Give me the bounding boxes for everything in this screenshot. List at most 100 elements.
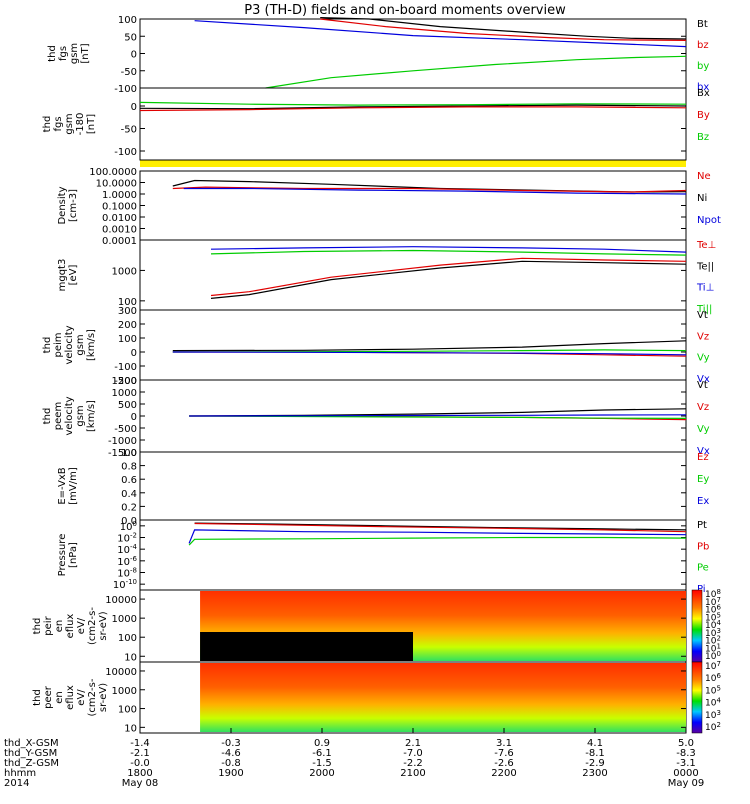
y-axis-label-line: gsm xyxy=(75,334,86,355)
y-tick-label: 1000 xyxy=(112,614,137,625)
y-axis-label-line: thd xyxy=(32,689,43,706)
x-tick-label: -7.0 xyxy=(403,748,423,759)
y-axis-label-line: en xyxy=(54,691,65,704)
y-tick-label: 0 xyxy=(131,412,137,423)
y-tick-label: 1.0000 xyxy=(102,190,137,201)
y-tick-label: -100 xyxy=(114,147,137,158)
x-tick-label: 2100 xyxy=(400,768,425,779)
legend-entry: Ti⊥ xyxy=(696,283,714,294)
series-line-Bt xyxy=(320,17,687,40)
y-axis-label-line: velocity xyxy=(64,396,75,435)
series-line-Pi xyxy=(188,529,687,544)
y-tick-label: 10.0000 xyxy=(96,179,137,190)
panel-peir_spectrogram: 1081071061051041031021011001000010001001… xyxy=(32,588,721,663)
y-axis-label-line: [nPa] xyxy=(68,542,79,568)
x-tick-label: -6.1 xyxy=(312,748,332,759)
y-tick-label: 100 xyxy=(118,297,137,308)
panel-efield: 1.0 0.8 0.6 0.4 0.2 0.0 E=-VxB [mV/m] Ez Ey Ex xyxy=(57,448,709,527)
legend-entry: Vt xyxy=(697,310,708,321)
legend-entry: Pi xyxy=(697,584,706,595)
plot-title: P3 (TH-D) fields and on-board moments ov… xyxy=(244,3,566,18)
x-tick-label: -2.9 xyxy=(585,758,605,769)
y-tick-label: 0 xyxy=(131,50,137,61)
series-line-Pb xyxy=(194,522,687,533)
series-line-green xyxy=(139,101,687,106)
y-tick-label: -500 xyxy=(114,424,137,435)
series-line-bx xyxy=(194,20,687,48)
y-tick-label: 500 xyxy=(118,400,137,411)
legend-entry: Ex xyxy=(697,496,709,507)
x-tick-label: -0.8 xyxy=(221,758,241,769)
colorbar-tick: 102 xyxy=(705,721,721,733)
panel-fgs_gse: 0 -50 -100 thd fgs gsm -180 [nT] Bx By Bz xyxy=(42,87,710,161)
series-line-bz xyxy=(320,18,687,41)
x-tick-label: -1.4 xyxy=(130,738,150,749)
y-tick-label: 100 xyxy=(118,15,137,26)
y-tick-label: -200 xyxy=(114,376,137,387)
y-axis-label-line: [km/s] xyxy=(86,400,97,432)
y-axis-label-line: [mV/m] xyxy=(68,467,79,505)
y-tick-label: 0 xyxy=(131,348,137,359)
y-axis-label-line: gsm xyxy=(75,405,86,426)
y-tick-label: 1000 xyxy=(112,266,137,277)
legend-entry: Vz xyxy=(697,331,709,342)
colorbar-tick: 106 xyxy=(705,672,721,684)
series-line-Te⊥ xyxy=(210,257,687,297)
y-axis-label-line: en xyxy=(54,620,65,633)
series-line-Pe xyxy=(188,536,687,546)
y-tick-label: 0 xyxy=(131,102,137,113)
y-axis-label-line: sr-eV) xyxy=(98,611,109,640)
y-axis-label-line: mgqt3 xyxy=(57,259,68,292)
y-axis-label-line: gsm xyxy=(69,43,80,64)
colorbar xyxy=(691,589,703,663)
y-tick-label: -50 xyxy=(121,125,137,136)
y-axis-label-line: [nT] xyxy=(80,43,91,63)
x-tick-label: 0000 xyxy=(673,768,698,779)
y-axis-label-line: E=-VxB xyxy=(57,467,68,504)
x-tick-label: -1.5 xyxy=(312,758,332,769)
y-axis-label-line: eV/ xyxy=(76,617,87,634)
y-axis-label-line: [km/s] xyxy=(86,329,97,361)
x-tick-label: 0.9 xyxy=(314,738,330,749)
x-tick-label: -3.1 xyxy=(676,758,696,769)
series-line-black xyxy=(139,104,687,110)
y-tick-label: -100 xyxy=(114,362,137,373)
legend-entry: Ne xyxy=(697,171,711,182)
colorbar xyxy=(691,661,703,734)
y-tick-label: 0.0010 xyxy=(102,225,137,236)
colorbar-tick: 107 xyxy=(705,660,721,672)
y-tick-label: 300 xyxy=(118,306,137,317)
series-line-Te|| xyxy=(210,260,687,299)
legend-entry: Vx xyxy=(697,374,710,385)
legend-entry: Ez xyxy=(697,452,709,463)
time-row-label: thd_Y-GSM xyxy=(4,748,57,759)
y-tick-label: 50 xyxy=(124,32,137,43)
legend-entry: Te|| xyxy=(696,261,714,272)
y-tick-label: 1.0 xyxy=(121,448,137,459)
series-line-Ne xyxy=(172,186,687,193)
legend-entry: Vy xyxy=(697,424,710,435)
legend-entry: Ti|| xyxy=(696,304,712,315)
colorbar-tick: 105 xyxy=(705,684,721,696)
x-tick-label: -4.6 xyxy=(221,748,241,759)
legend-entry: Ni xyxy=(697,193,707,204)
y-axis-label-line: sr-eV) xyxy=(98,683,109,712)
series-line-Pt xyxy=(194,522,687,531)
legend-entry: bx xyxy=(697,82,709,93)
time-axis-group: thd_X-GSMthd_Y-GSMthd_Z-GSMhhmm2014-1.4-… xyxy=(4,728,704,789)
y-tick-label: 0.8 xyxy=(121,462,137,473)
legend-entry: Bt xyxy=(697,19,708,30)
legend-entry: Vz xyxy=(697,402,709,413)
y-tick-label: 0.0 xyxy=(121,516,137,527)
y-axis-label-line: eV/ xyxy=(76,689,87,706)
series-line-Vt xyxy=(172,340,687,352)
y-tick-label: -50 xyxy=(121,67,137,78)
y-tick-label: -100 xyxy=(114,84,137,95)
time-row-label: thd_Z-GSM xyxy=(4,758,59,769)
y-axis-label-line: (cm2-s- xyxy=(87,607,98,645)
y-axis-label-line: thd xyxy=(32,618,43,635)
y-tick-label: 100 xyxy=(118,334,137,345)
y-axis-label-line: [cm-3] xyxy=(68,189,79,222)
